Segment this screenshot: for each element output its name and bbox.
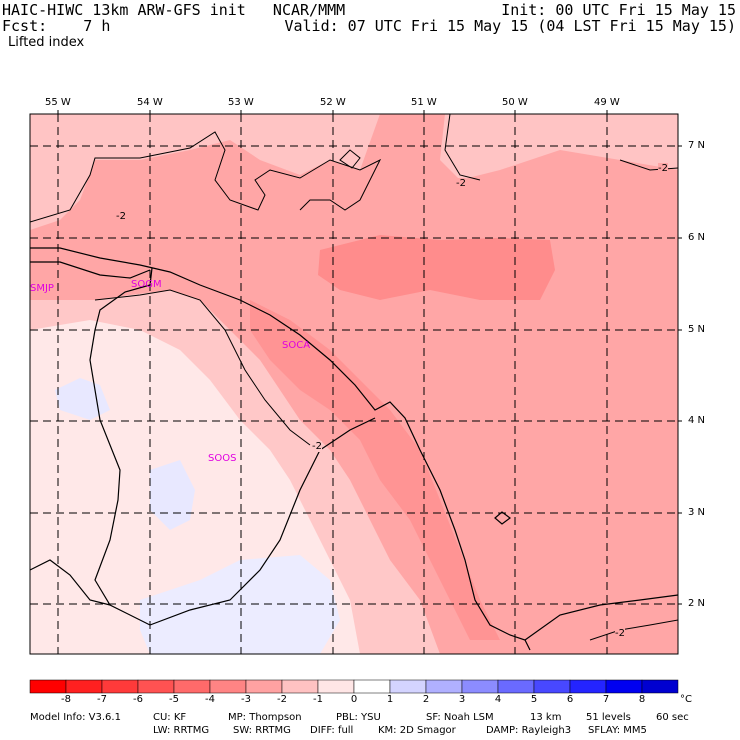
colorbar-tick-label: -1 — [313, 694, 323, 705]
colorbar-tick-label: -2 — [277, 694, 287, 705]
colorbar-tick-label: 6 — [566, 694, 574, 705]
colorbar-tick-label: 0 — [350, 694, 358, 705]
contour-label: -2 — [312, 441, 322, 452]
colorbar-tick-label: -8 — [61, 694, 71, 705]
lw-info: LW: RRTMG — [153, 725, 210, 736]
lat-label: 4 N — [688, 415, 706, 426]
pbl-info: PBL: YSU — [336, 712, 381, 723]
colorbar-swatch — [497, 679, 535, 694]
contour-label: -2 — [116, 211, 126, 222]
colorbar-swatch — [317, 679, 355, 694]
colorbar-tick-label: -3 — [241, 694, 251, 705]
colorbar-swatch — [605, 679, 643, 694]
shaded-field — [30, 114, 678, 654]
contour-label: -2 — [456, 178, 466, 189]
colorbar-swatch — [29, 679, 67, 694]
levels-info: 51 levels — [586, 712, 631, 723]
forecast-hour: Fcst: 7 h — [2, 17, 111, 35]
resolution-info: 13 km — [530, 712, 562, 723]
colorbar — [29, 679, 679, 694]
colorbar-swatch — [101, 679, 139, 694]
colorbar-tick-label: 2 — [422, 694, 430, 705]
colorbar-swatch — [425, 679, 463, 694]
field-name: Lifted index — [8, 35, 85, 50]
colorbar-tick-label: 4 — [494, 694, 502, 705]
colorbar-tick-label: 8 — [638, 694, 646, 705]
colorbar-tick-label: 7 — [602, 694, 610, 705]
diff-info: DIFF: full — [310, 725, 354, 736]
colorbar-swatch — [137, 679, 175, 694]
colorbar-tick-label: -7 — [97, 694, 107, 705]
model-info: Model Info: V3.6.1 — [30, 712, 121, 723]
lat-label: 5 N — [688, 324, 706, 335]
graticule — [30, 114, 678, 654]
colorbar-swatch — [209, 679, 247, 694]
lon-label: 50 W — [502, 97, 528, 108]
contour-label: -2 — [658, 163, 668, 174]
station-label: SOOS — [208, 453, 237, 464]
cu-info: CU: KF — [153, 712, 187, 723]
station-label: SMJP — [30, 283, 54, 294]
colorbar-swatch — [569, 679, 607, 694]
coastlines — [29, 247, 679, 651]
sflay-info: SFLAY: MM5 — [588, 725, 647, 736]
lon-label: 55 W — [45, 97, 71, 108]
contour-label: -2 — [615, 628, 625, 639]
colorbar-tick-label: 3 — [458, 694, 466, 705]
lon-label: 53 W — [228, 97, 254, 108]
colorbar-unit: °C — [680, 694, 692, 705]
colorbar-swatch — [353, 679, 391, 694]
map-title: HAIC-HIWC 13km ARW-GFS init NCAR/MMM — [2, 1, 346, 19]
lat-label: 3 N — [688, 507, 706, 518]
colorbar-swatch — [641, 679, 679, 694]
mp-info: MP: Thompson — [228, 712, 302, 723]
lat-label: 7 N — [688, 140, 706, 151]
timestep-info: 60 sec — [656, 712, 689, 723]
lat-label: 2 N — [688, 598, 706, 609]
lat-label: 6 N — [688, 232, 706, 243]
station-label: SOCA — [282, 340, 311, 351]
colorbar-swatch — [173, 679, 211, 694]
colorbar-swatch — [281, 679, 319, 694]
colorbar-tick-label: 5 — [530, 694, 538, 705]
colorbar-swatch — [65, 679, 103, 694]
lon-label: 49 W — [594, 97, 620, 108]
sf-info: SF: Noah LSM — [426, 712, 494, 723]
colorbar-swatch — [245, 679, 283, 694]
sw-info: SW: RRTMG — [233, 725, 291, 736]
init-time: Init: 00 UTC Fri 15 May 15 — [501, 1, 736, 19]
colorbar-tick-label: -6 — [133, 694, 143, 705]
station-label: SOGM — [131, 279, 162, 290]
damp-info: DAMP: Rayleigh3 — [486, 725, 572, 736]
lon-label: 51 W — [411, 97, 437, 108]
colorbar-swatch — [389, 679, 427, 694]
valid-time: Valid: 07 UTC Fri 15 May 15 (04 LST Fri … — [284, 17, 736, 35]
colorbar-swatch — [533, 679, 571, 694]
colorbar-swatch — [461, 679, 499, 694]
lon-label: 52 W — [320, 97, 346, 108]
colorbar-tick-label: 1 — [386, 694, 394, 705]
colorbar-tick-label: -4 — [205, 694, 215, 705]
lon-label: 54 W — [137, 97, 163, 108]
map-frame — [29, 113, 679, 655]
km-info: KM: 2D Smagor — [378, 725, 456, 736]
colorbar-tick-label: -5 — [169, 694, 179, 705]
